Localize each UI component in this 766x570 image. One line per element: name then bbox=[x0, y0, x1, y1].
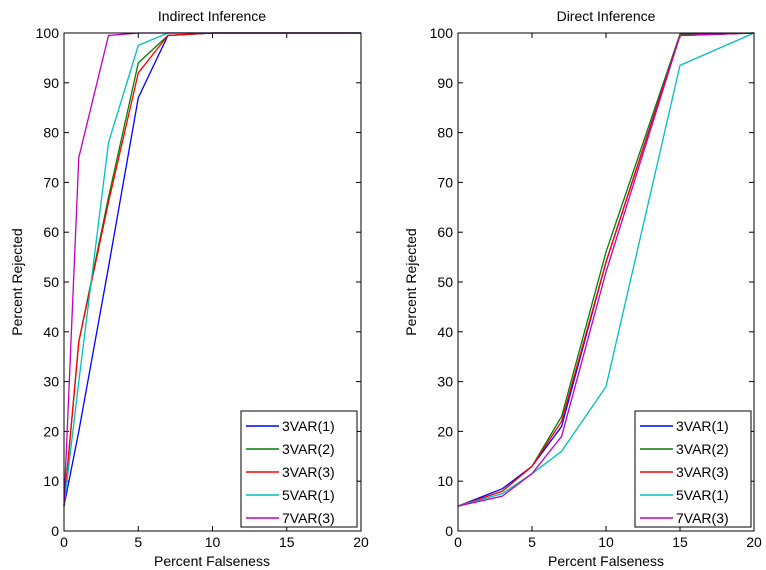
y-tick-label: 10 bbox=[43, 473, 59, 489]
x-tick-label: 0 bbox=[454, 534, 462, 550]
y-tick-label: 0 bbox=[51, 523, 59, 539]
legend-label: 7VAR(3) bbox=[676, 510, 729, 526]
x-tick-label: 15 bbox=[279, 534, 295, 550]
y-tick-label: 20 bbox=[43, 423, 59, 439]
legend-label: 3VAR(2) bbox=[282, 441, 335, 457]
legend: 3VAR(1) 3VAR(2) 3VAR(3) 5VAR(1) 7VAR(3) bbox=[634, 410, 752, 528]
legend-label: 5VAR(1) bbox=[676, 487, 729, 503]
legend-box bbox=[240, 410, 358, 528]
subplot-direct-inference: Direct Inference Percent Falseness Perce… bbox=[403, 8, 762, 569]
y-tick-label: 40 bbox=[437, 324, 453, 340]
y-tick-label: 40 bbox=[43, 324, 59, 340]
x-axis-label: Percent Falseness bbox=[154, 553, 270, 569]
x-tick-label: 0 bbox=[60, 534, 68, 550]
series-line-7var3 bbox=[457, 32, 755, 507]
x-tick-label: 20 bbox=[746, 534, 762, 550]
y-tick-label: 70 bbox=[43, 174, 59, 190]
legend-label: 3VAR(1) bbox=[676, 418, 729, 434]
legend-label: 3VAR(1) bbox=[282, 418, 335, 434]
legend-label: 7VAR(3) bbox=[282, 510, 335, 526]
y-tick-label: 80 bbox=[437, 125, 453, 141]
x-tick-label: 10 bbox=[598, 534, 614, 550]
series-line-5var1 bbox=[457, 32, 755, 507]
y-tick-label: 70 bbox=[437, 174, 453, 190]
y-tick-label: 60 bbox=[437, 224, 453, 240]
y-tick-label: 20 bbox=[437, 423, 453, 439]
y-tick-label: 100 bbox=[36, 25, 60, 41]
legend-label: 3VAR(3) bbox=[282, 464, 335, 480]
chart-title: Indirect Inference bbox=[158, 8, 266, 24]
legend-label: 3VAR(3) bbox=[676, 464, 729, 480]
y-tick-label: 80 bbox=[43, 125, 59, 141]
chart-title: Direct Inference bbox=[557, 8, 656, 24]
legend-box bbox=[634, 410, 752, 528]
y-tick-label: 30 bbox=[437, 374, 453, 390]
legend-label: 3VAR(2) bbox=[676, 441, 729, 457]
tick-labels: 0 10 20 30 40 50 60 70 80 90 100 0 5 10 15 20 bbox=[36, 25, 369, 550]
y-axis-label: Percent Rejected bbox=[403, 228, 419, 335]
y-tick-label: 90 bbox=[43, 75, 59, 91]
tick-labels: 0 10 20 30 40 50 60 70 80 90 100 0 5 10 15 20 bbox=[430, 25, 762, 550]
y-tick-label: 50 bbox=[43, 274, 59, 290]
y-tick-label: 100 bbox=[430, 25, 454, 41]
plot-frame bbox=[457, 32, 755, 532]
x-tick-label: 20 bbox=[353, 534, 369, 550]
y-tick-label: 30 bbox=[43, 374, 59, 390]
y-tick-label: 90 bbox=[437, 75, 453, 91]
y-tick-label: 10 bbox=[437, 473, 453, 489]
x-tick-label: 15 bbox=[672, 534, 688, 550]
x-tick-label: 10 bbox=[205, 534, 221, 550]
x-axis-label: Percent Falseness bbox=[548, 553, 664, 569]
subplot-indirect-inference: Indirect Inference Percent Falseness Per… bbox=[9, 8, 369, 569]
legend-label: 5VAR(1) bbox=[282, 487, 335, 503]
legend: 3VAR(1) 3VAR(2) 3VAR(3) 5VAR(1) 7VAR(3) bbox=[240, 410, 358, 528]
plot-frame bbox=[63, 32, 362, 532]
y-tick-label: 0 bbox=[445, 523, 453, 539]
x-tick-label: 5 bbox=[528, 534, 536, 550]
y-tick-label: 50 bbox=[437, 274, 453, 290]
x-tick-label: 5 bbox=[134, 534, 142, 550]
y-tick-label: 60 bbox=[43, 224, 59, 240]
series-lines bbox=[457, 32, 755, 507]
y-axis-label: Percent Rejected bbox=[9, 228, 25, 335]
